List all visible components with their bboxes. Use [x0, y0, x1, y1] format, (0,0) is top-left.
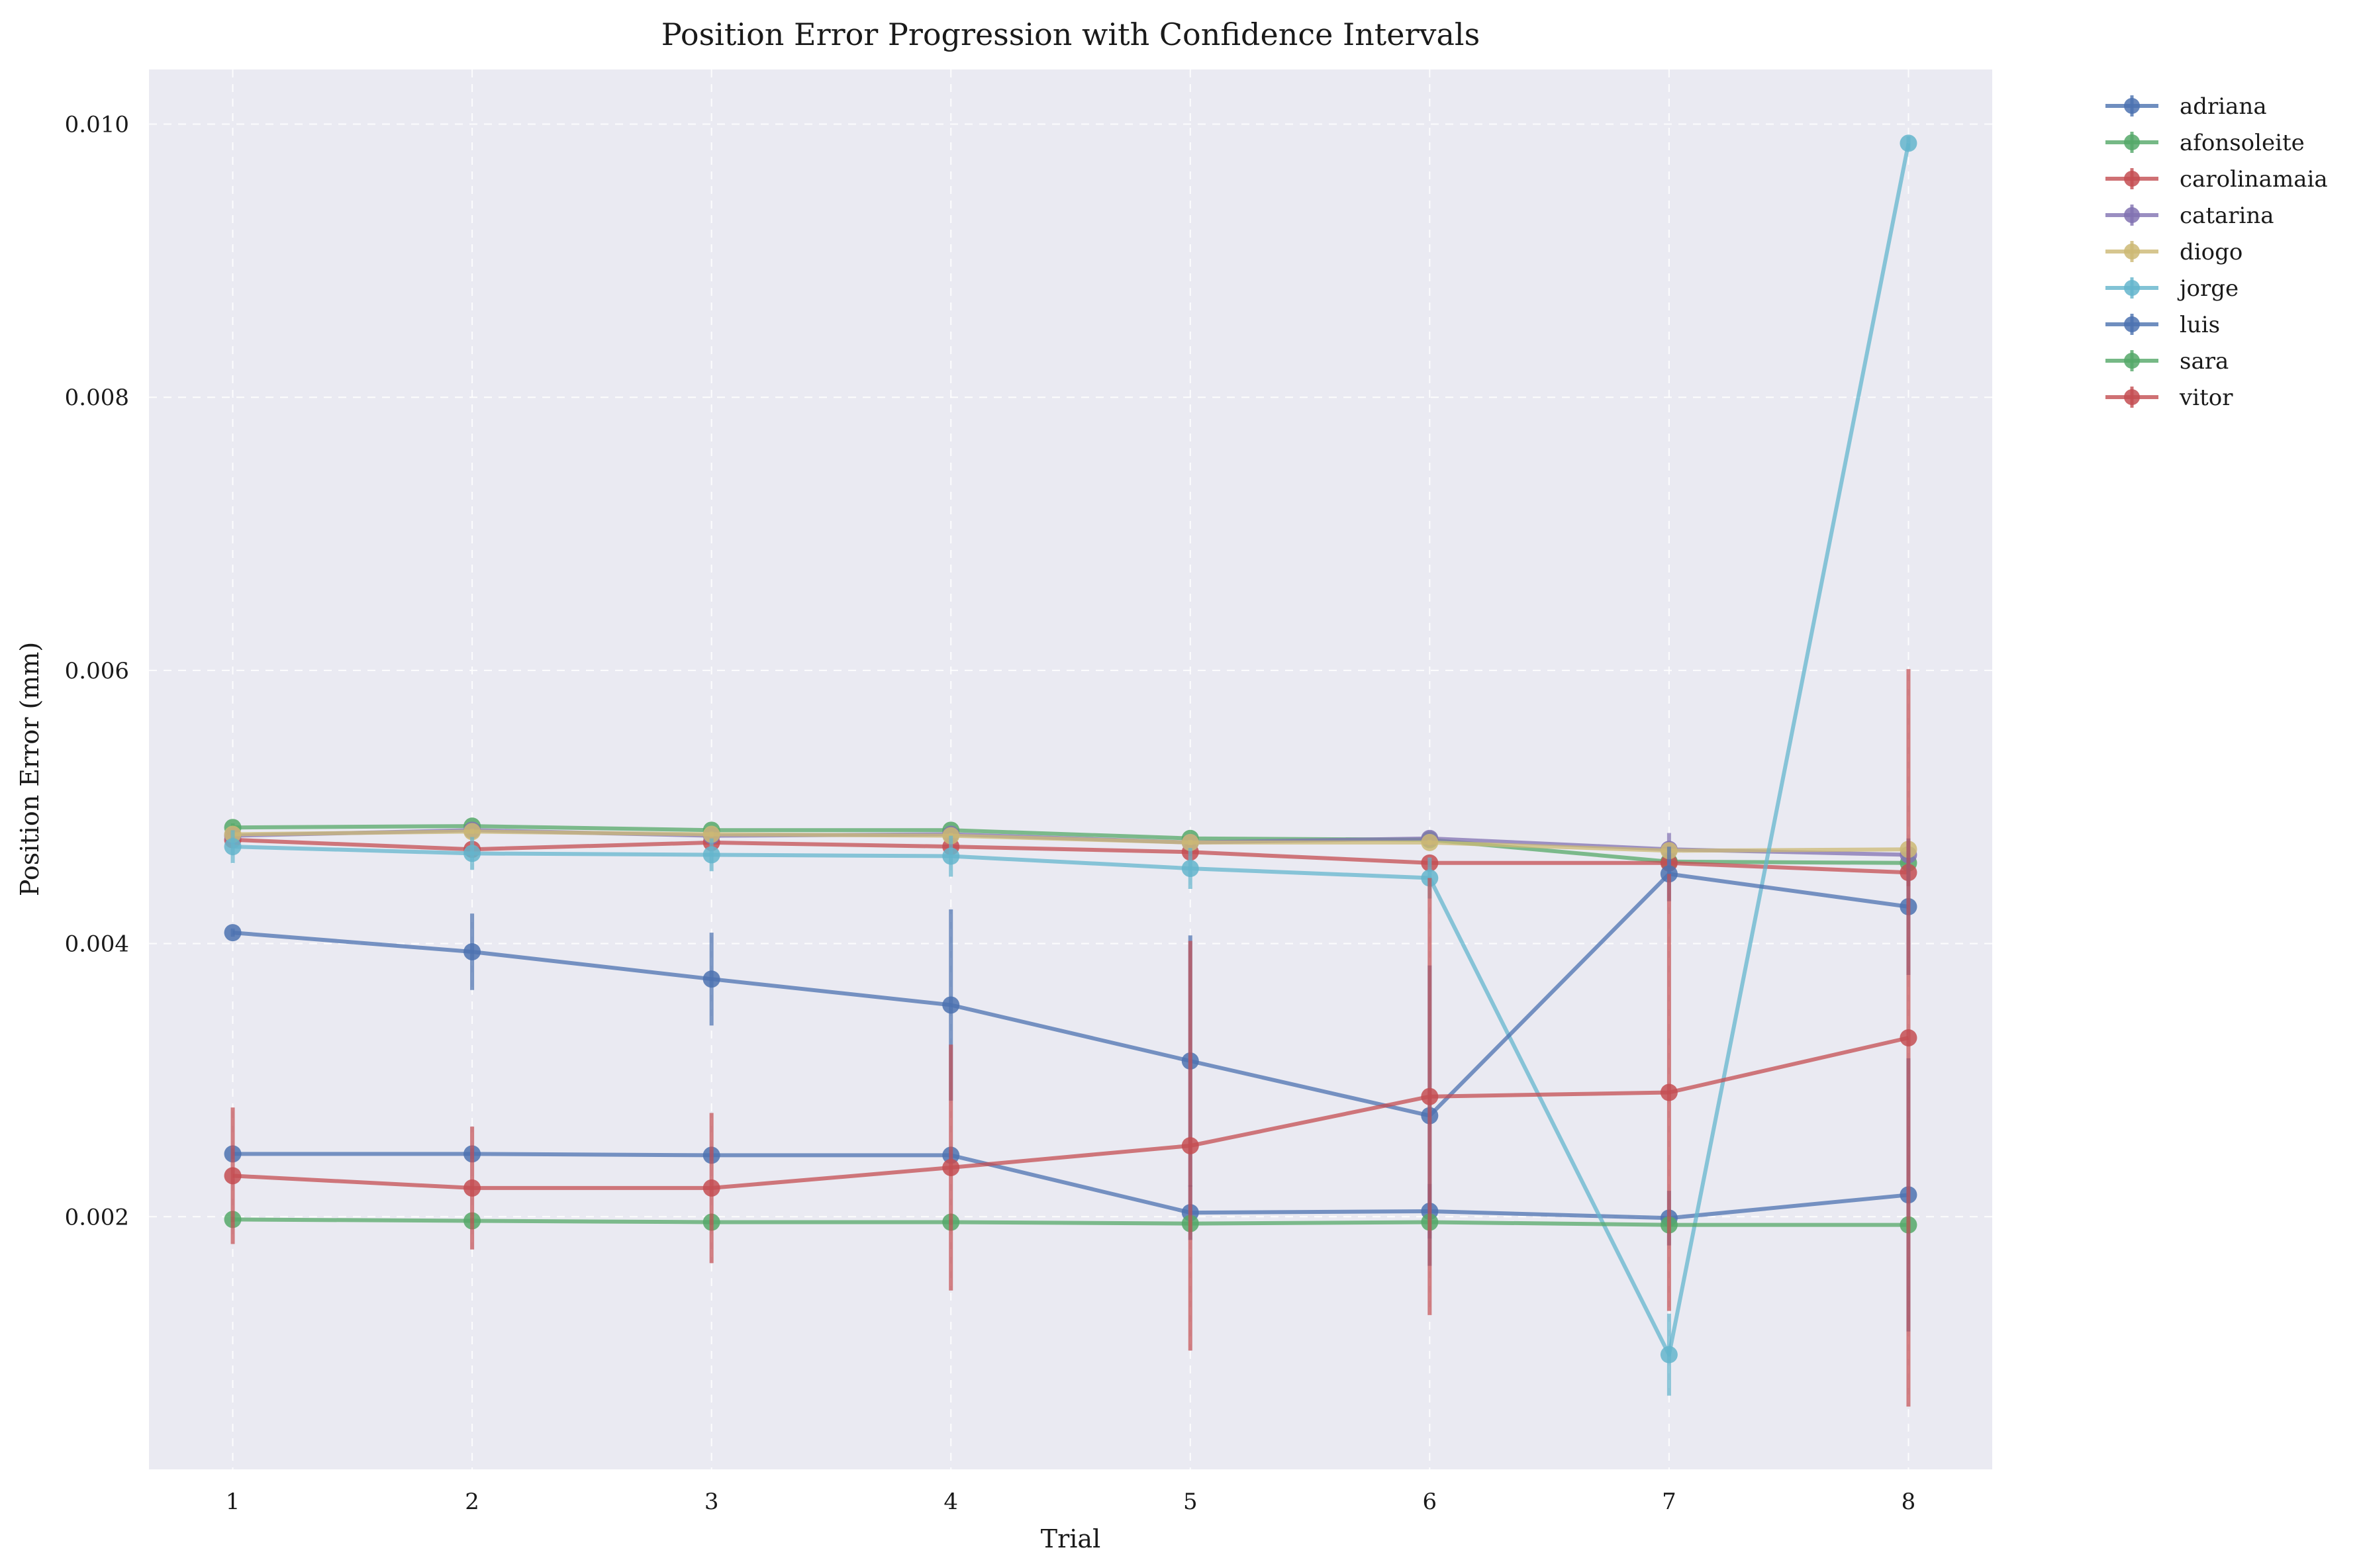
x-tick-label: 1 — [226, 1489, 240, 1515]
legend-label: luis — [2180, 312, 2220, 338]
x-tick-label: 4 — [943, 1489, 958, 1515]
series-jorge — [224, 134, 1917, 1396]
legend-entry: adriana — [2105, 93, 2267, 120]
legend-marker — [2124, 134, 2140, 150]
x-tick-label: 6 — [1423, 1489, 1437, 1515]
series-line — [232, 1152, 1909, 1221]
y-axis-label: Position Error (mm) — [15, 642, 44, 896]
data-point — [1900, 134, 1917, 152]
legend: adriana afonsoleite carolinamaia catarina di… — [2105, 93, 2328, 411]
legend-entry: sara — [2105, 348, 2229, 375]
data-point — [1900, 1029, 1917, 1046]
data-point — [942, 996, 960, 1014]
legend-entry: afonsoleite — [2105, 130, 2305, 156]
data-point — [1660, 1346, 1678, 1363]
legend-marker — [2124, 207, 2140, 223]
x-tick-label: 8 — [1902, 1489, 1916, 1515]
y-tick-label: 0.004 — [65, 931, 129, 958]
series-line — [232, 829, 1909, 853]
data-point — [1660, 1084, 1678, 1101]
x-tick-label: 2 — [465, 1489, 479, 1515]
series-line — [232, 1036, 1909, 1190]
legend-entry: diogo — [2105, 239, 2242, 265]
data-point — [702, 825, 720, 843]
legend-entry: vitor — [2105, 385, 2233, 411]
data-point — [1421, 833, 1439, 851]
grid — [149, 69, 1992, 1469]
data-point — [224, 838, 242, 856]
legend-marker — [2124, 280, 2140, 296]
y-tick-label: 0.006 — [65, 658, 129, 684]
axis-ticks: 1 2 3 4 5 6 7 8 0.002 0.004 0.006 0.008 0.010 — [65, 112, 1916, 1515]
y-tick-label: 0.010 — [65, 112, 129, 138]
data-point — [463, 1179, 481, 1197]
chart-title: Position Error Progression with Confiden… — [661, 17, 1480, 52]
data-point — [702, 1179, 720, 1197]
series-line — [232, 142, 1911, 1357]
data-point — [1181, 833, 1199, 851]
plot-area — [149, 69, 1992, 1469]
series-layer — [224, 134, 1917, 1407]
y-tick-label: 0.002 — [65, 1204, 129, 1230]
x-tick-label: 3 — [704, 1489, 719, 1515]
legend-marker — [2124, 389, 2140, 405]
legend-label: carolinamaia — [2180, 166, 2328, 193]
series-line — [232, 872, 1909, 1118]
data-point — [702, 970, 720, 988]
legend-marker — [2124, 98, 2140, 114]
legend-marker — [2124, 316, 2140, 332]
data-point — [702, 846, 720, 864]
legend-marker — [2124, 353, 2140, 369]
legend-marker — [2124, 244, 2140, 259]
y-tick-label: 0.008 — [65, 385, 129, 411]
legend-label: afonsoleite — [2180, 130, 2305, 156]
legend-label: sara — [2180, 348, 2229, 375]
legend-label: adriana — [2180, 93, 2267, 120]
data-point — [1421, 1087, 1439, 1105]
legend-label: vitor — [2179, 385, 2233, 411]
legend-entry: carolinamaia — [2105, 166, 2328, 193]
legend-entry: luis — [2105, 312, 2220, 338]
data-point — [224, 924, 242, 942]
series-line — [232, 837, 1909, 875]
data-point — [942, 847, 960, 865]
x-tick-label: 7 — [1662, 1489, 1676, 1515]
legend-marker — [2124, 171, 2140, 187]
data-point — [463, 943, 481, 960]
x-tick-label: 5 — [1183, 1489, 1198, 1515]
data-point — [1181, 1136, 1199, 1154]
data-point — [463, 845, 481, 862]
data-point — [224, 1167, 242, 1185]
legend-label: diogo — [2180, 239, 2242, 265]
series-vitor — [224, 669, 1917, 1407]
series-line — [232, 824, 1909, 865]
legend-entry: catarina — [2105, 203, 2274, 229]
data-point — [1181, 860, 1199, 878]
data-point — [942, 1158, 960, 1176]
data-point — [463, 823, 481, 841]
legend-entry: jorge — [2105, 275, 2239, 302]
legend-label: catarina — [2180, 203, 2274, 229]
x-axis-label: Trial — [1041, 1524, 1100, 1553]
legend-label: jorge — [2177, 275, 2239, 302]
series-line — [232, 1217, 1909, 1227]
